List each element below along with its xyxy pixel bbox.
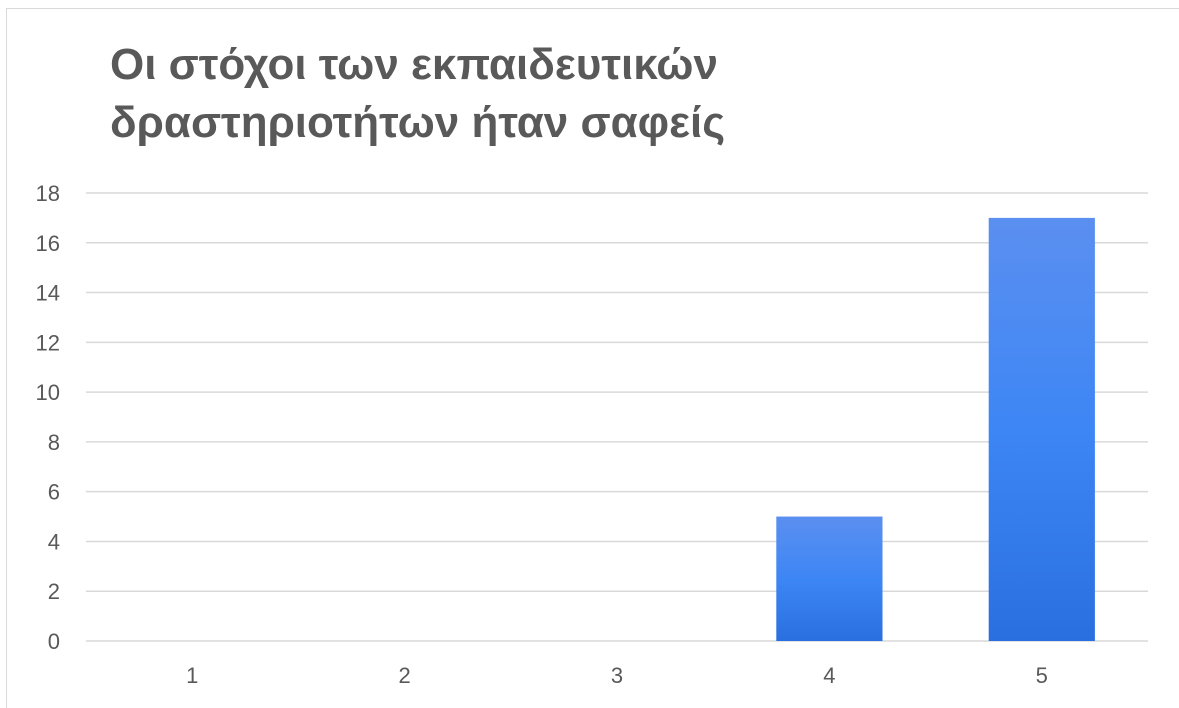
x-tick-label: 1 [186,663,198,688]
y-tick-label: 6 [48,480,60,505]
chart-title: Οι στόχοι των εκπαιδευτικών δραστηριοτήτ… [110,36,1010,152]
y-tick-label: 12 [36,330,60,355]
y-tick-label: 8 [48,430,60,455]
x-tick-label: 3 [611,663,623,688]
x-tick-label: 4 [823,663,835,688]
y-tick-label: 4 [48,529,60,554]
bars [776,217,1095,641]
gridlines [86,192,1148,642]
chart-title-line-2: δραστηριοτήτων ήταν σαφείς [110,98,726,147]
y-tick-label: 16 [36,231,60,256]
y-tick-label: 18 [36,181,60,206]
bar-5 [988,217,1095,641]
chart-frame [6,8,1179,708]
y-tick-label: 2 [48,579,60,604]
x-axis-ticks: 1 2 3 4 5 [186,663,1048,688]
x-tick-label: 2 [398,663,410,688]
chart-title-line-1: Οι στόχοι των εκπαιδευτικών [110,40,718,89]
x-tick-label: 5 [1036,663,1048,688]
y-tick-label: 0 [48,629,60,654]
y-tick-label: 10 [36,380,60,405]
y-axis-ticks: 0 2 4 6 8 10 12 14 16 18 [36,181,60,654]
y-tick-label: 14 [36,281,60,306]
bar-4 [776,516,883,641]
